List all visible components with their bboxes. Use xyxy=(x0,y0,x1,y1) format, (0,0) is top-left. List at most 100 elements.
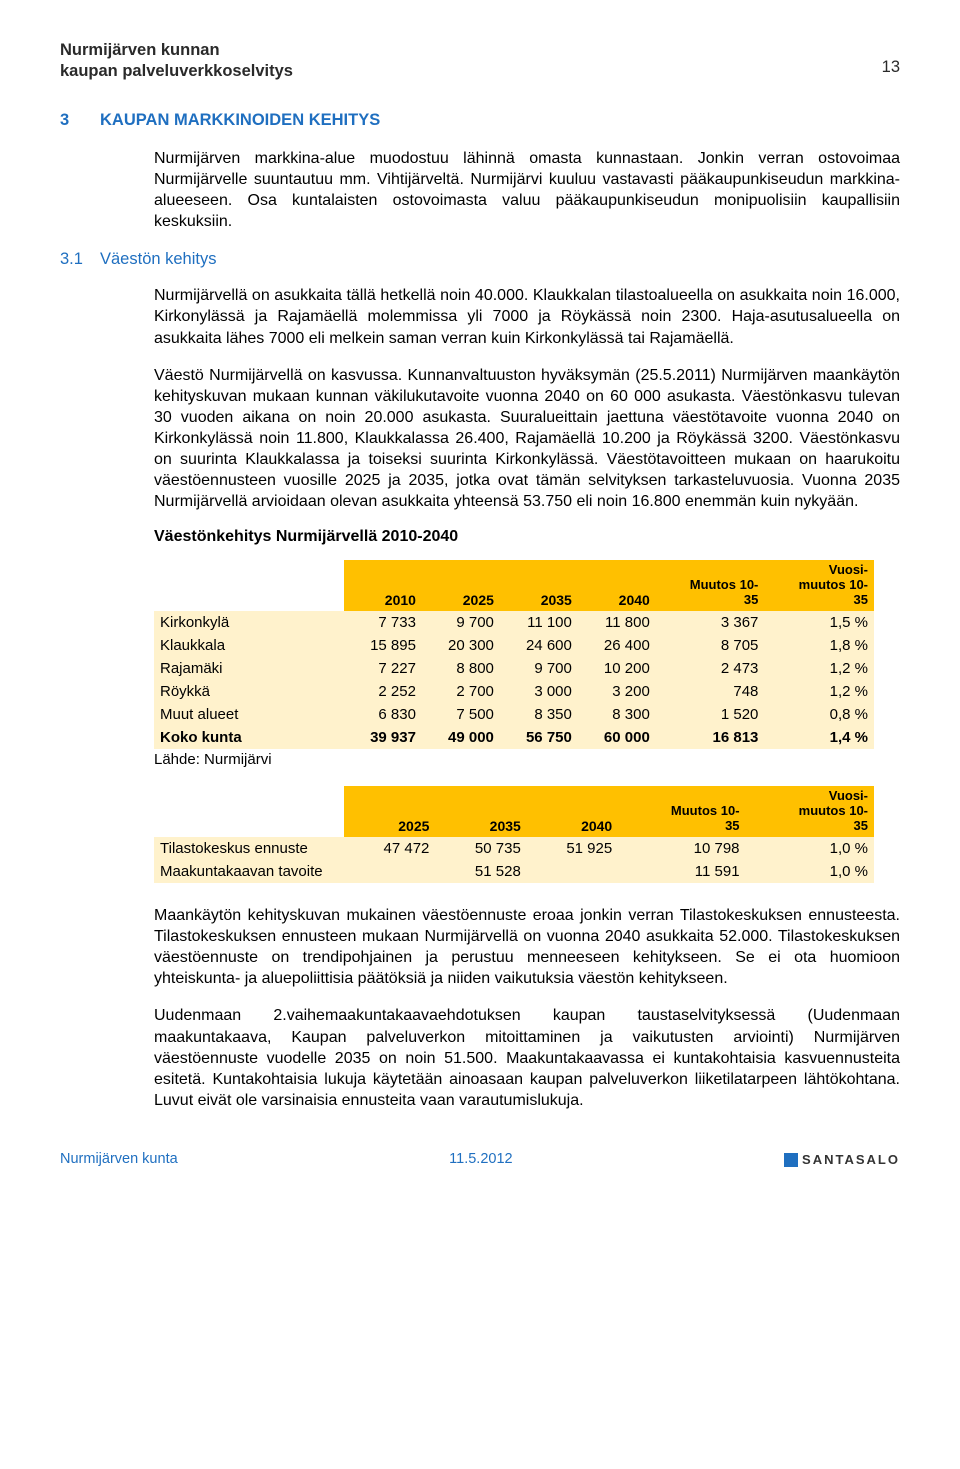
page: Nurmijärven kunnan kaupan palveluverkkos… xyxy=(0,0,960,1197)
table-cell: 8 705 xyxy=(656,634,765,657)
table1-h2: 2025 xyxy=(422,560,500,611)
table-cell: 3 200 xyxy=(578,680,656,703)
table-cell: 7 733 xyxy=(344,611,422,634)
paragraph-4: Maankäytön kehityskuvan mukainen väestöe… xyxy=(154,905,900,989)
table-cell: 26 400 xyxy=(578,634,656,657)
table-cell: 11 100 xyxy=(500,611,578,634)
table-row: Muut alueet6 8307 5008 3508 3001 5200,8 … xyxy=(154,703,874,726)
page-footer: Nurmijärven kunta 11.5.2012 SANTASALO xyxy=(60,1151,900,1167)
logo-text: SANTASALO xyxy=(802,1152,900,1167)
santasalo-logo: SANTASALO xyxy=(784,1152,900,1167)
table-cell: 1,4 % xyxy=(764,726,874,749)
table2-h0 xyxy=(154,786,344,837)
table-cell: 1 520 xyxy=(656,703,765,726)
table-cell: 3 000 xyxy=(500,680,578,703)
table-cell: 47 472 xyxy=(344,837,435,860)
paragraph-2: Nurmijärvellä on asukkaita tällä hetkell… xyxy=(154,285,900,348)
table-cell: 56 750 xyxy=(500,726,578,749)
table-cell: 7 500 xyxy=(422,703,500,726)
footer-left: Nurmijärven kunta xyxy=(60,1151,178,1167)
paragraph-3: Väestö Nurmijärvellä on kasvussa. Kunnan… xyxy=(154,365,900,513)
table-cell: 51 528 xyxy=(435,860,526,883)
doc-title-line1: Nurmijärven kunnan xyxy=(60,40,900,61)
table-cell: 8 350 xyxy=(500,703,578,726)
table-cell: 2 252 xyxy=(344,680,422,703)
table-cell: Röykkä xyxy=(154,680,344,703)
table-cell xyxy=(344,860,435,883)
table1-source: Lähde: Nurmijärvi xyxy=(154,751,900,768)
document-header: Nurmijärven kunnan kaupan palveluverkkos… xyxy=(60,40,900,83)
table-row: Klaukkala15 89520 30024 60026 4008 7051,… xyxy=(154,634,874,657)
logo-square-icon xyxy=(784,1153,798,1167)
table-row: Tilastokeskus ennuste47 47250 73551 9251… xyxy=(154,837,874,860)
table-cell: Klaukkala xyxy=(154,634,344,657)
table1-h6: Vuosi-muutos 10-35 xyxy=(764,560,874,611)
subsection-title: Väestön kehitys xyxy=(100,250,216,268)
table-cell: 1,2 % xyxy=(764,680,874,703)
table-cell: 51 925 xyxy=(527,837,618,860)
section-title: KAUPAN MARKKINOIDEN KEHITYS xyxy=(100,111,380,129)
table-cell: 1,2 % xyxy=(764,657,874,680)
table-cell: Rajamäki xyxy=(154,657,344,680)
paragraph-1: Nurmijärven markkina-alue muodostuu lähi… xyxy=(154,148,900,232)
table-cell: 10 798 xyxy=(618,837,745,860)
table2-h4: Muutos 10-35 xyxy=(618,786,745,837)
table-cell: 3 367 xyxy=(656,611,765,634)
table-cell: 50 735 xyxy=(435,837,526,860)
table-cell: 1,5 % xyxy=(764,611,874,634)
page-number: 13 xyxy=(882,58,900,77)
table-cell: 11 800 xyxy=(578,611,656,634)
table2-h3: 2040 xyxy=(527,786,618,837)
table-cell: 20 300 xyxy=(422,634,500,657)
table-total-row: Koko kunta39 93749 00056 75060 00016 813… xyxy=(154,726,874,749)
table-cell: 49 000 xyxy=(422,726,500,749)
table1-title: Väestönkehitys Nurmijärvellä 2010-2040 xyxy=(154,528,900,546)
table-cell: 0,8 % xyxy=(764,703,874,726)
table1-h5: Muutos 10-35 xyxy=(656,560,765,611)
table-row: Rajamäki7 2278 8009 70010 2002 4731,2 % xyxy=(154,657,874,680)
table-cell: 9 700 xyxy=(500,657,578,680)
section-heading: 3KAUPAN MARKKINOIDEN KEHITYS xyxy=(60,111,900,130)
table-cell: 7 227 xyxy=(344,657,422,680)
table-cell: 2 473 xyxy=(656,657,765,680)
table2-h5: Vuosi-muutos 10-35 xyxy=(746,786,874,837)
table-cell: 748 xyxy=(656,680,765,703)
table-cell: Koko kunta xyxy=(154,726,344,749)
table-row: Röykkä2 2522 7003 0003 2007481,2 % xyxy=(154,680,874,703)
table-cell: 8 800 xyxy=(422,657,500,680)
table-cell: 9 700 xyxy=(422,611,500,634)
population-table-2: 2025 2035 2040 Muutos 10-35 Vuosi-muutos… xyxy=(154,786,874,883)
table-cell: 39 937 xyxy=(344,726,422,749)
table-cell: 1,0 % xyxy=(746,837,874,860)
table-cell: 2 700 xyxy=(422,680,500,703)
table-cell: 60 000 xyxy=(578,726,656,749)
table-cell: 8 300 xyxy=(578,703,656,726)
table-cell: 1,0 % xyxy=(746,860,874,883)
table-cell: 24 600 xyxy=(500,634,578,657)
table-cell: Tilastokeskus ennuste xyxy=(154,837,344,860)
table1-h1: 2010 xyxy=(344,560,422,611)
subsection-number: 3.1 xyxy=(60,250,100,269)
table-cell: 1,8 % xyxy=(764,634,874,657)
table2-h1: 2025 xyxy=(344,786,435,837)
table-cell: 6 830 xyxy=(344,703,422,726)
subsection-heading: 3.1Väestön kehitys xyxy=(60,250,900,269)
table-cell: Maakuntakaavan tavoite xyxy=(154,860,344,883)
table1-h3: 2035 xyxy=(500,560,578,611)
table-cell: 11 591 xyxy=(618,860,745,883)
table-row: Maakuntakaavan tavoite 51 528 11 5911,0 % xyxy=(154,860,874,883)
table2-h2: 2035 xyxy=(435,786,526,837)
doc-title-line2: kaupan palveluverkkoselvitys xyxy=(60,61,900,82)
table1-h4: 2040 xyxy=(578,560,656,611)
footer-date: 11.5.2012 xyxy=(449,1151,512,1167)
paragraph-5: Uudenmaan 2.vaihemaakuntakaavaehdotuksen… xyxy=(154,1005,900,1111)
table-cell: Muut alueet xyxy=(154,703,344,726)
section-number: 3 xyxy=(60,111,100,130)
table-row: Kirkonkylä7 7339 70011 10011 8003 3671,5… xyxy=(154,611,874,634)
table-cell: 16 813 xyxy=(656,726,765,749)
table1-h0 xyxy=(154,560,344,611)
table-cell: 15 895 xyxy=(344,634,422,657)
table-cell: 10 200 xyxy=(578,657,656,680)
table-cell: Kirkonkylä xyxy=(154,611,344,634)
population-table-1: 2010 2025 2035 2040 Muutos 10-35 Vuosi-m… xyxy=(154,560,874,749)
